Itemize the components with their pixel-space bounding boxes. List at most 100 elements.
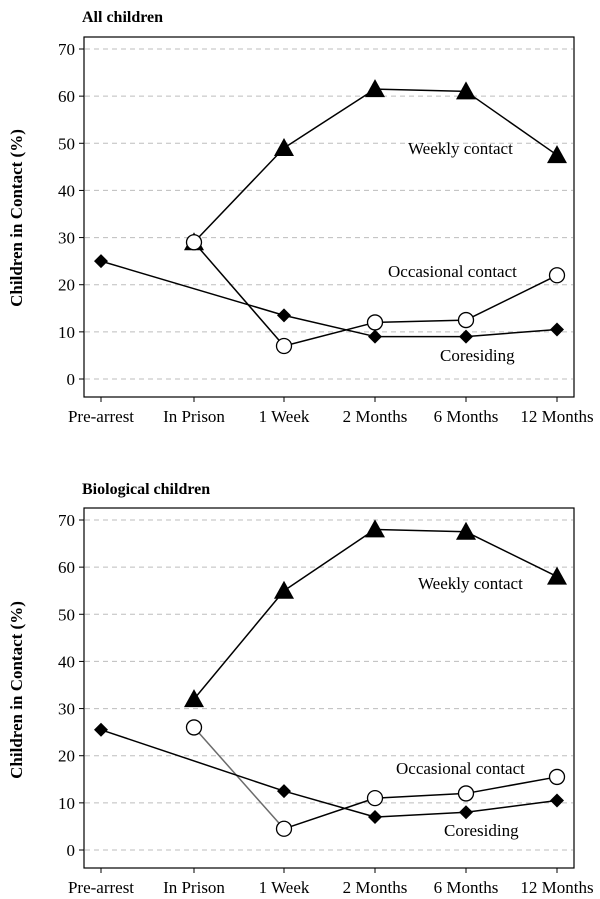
marker-weekly-contact [547, 566, 567, 585]
marker-occasional-contact [366, 314, 384, 331]
x-tick-label: 6 Months [434, 407, 499, 426]
series-line-occasional-contact [465, 776, 558, 795]
y-tick-label: 30 [58, 229, 75, 248]
series-line-coresiding [283, 790, 376, 818]
annotation-weekly-contact: Weekly contact [418, 574, 523, 593]
series-line-coresiding [465, 328, 558, 338]
series-lines [100, 528, 558, 830]
series-line-coresiding [283, 314, 376, 338]
series-line-coresiding [465, 799, 558, 814]
series-markers [94, 519, 567, 837]
annotation-coresiding: Coresiding [444, 821, 519, 840]
x-tick-label: 12 Months [520, 407, 593, 426]
marker-occasional-contact [185, 719, 203, 736]
series-line-coresiding [100, 729, 285, 792]
series-line-weekly-contact [283, 88, 376, 149]
y-tick-label: 70 [58, 40, 75, 59]
marker-weekly-contact [365, 79, 385, 98]
marker-coresiding [459, 805, 473, 820]
x-tick-label: 2 Months [343, 878, 408, 897]
marker-occasional-contact [366, 789, 384, 807]
series-line-weekly-contact [465, 531, 558, 578]
x-ticks: Pre-arrest In Prison 1 Week 2 Months 6 Month… [68, 868, 594, 897]
series-line-occasional-contact [193, 726, 285, 830]
y-tick-label: 50 [58, 134, 75, 153]
x-tick-label: 2 Months [343, 407, 408, 426]
y-tick-label: 0 [67, 370, 76, 389]
y-tick-label: 10 [58, 794, 75, 813]
marker-weekly-contact [184, 689, 204, 708]
series-markers [94, 79, 567, 355]
marker-occasional-contact [275, 337, 293, 355]
plot-frame [83, 507, 575, 869]
grid-lines [85, 48, 573, 380]
series-line-occasional-contact [283, 321, 376, 347]
marker-coresiding [368, 810, 382, 824]
marker-coresiding [368, 329, 382, 344]
y-tick-label: 40 [58, 652, 75, 671]
y-tick-label: 20 [58, 276, 75, 295]
panel-title: All children [82, 9, 163, 26]
y-tick-label: 70 [58, 511, 75, 530]
series-line-occasional-contact [193, 241, 285, 347]
y-tick-label: 10 [58, 323, 75, 342]
x-ticks: Pre-arrest In Prison 1 Week 2 Months 6 Month… [68, 397, 594, 426]
x-tick-label: Pre-arrest [68, 878, 134, 897]
series-line-occasional-contact [465, 274, 558, 321]
series-line-weekly-contact [193, 590, 285, 700]
x-tick-label: 12 Months [520, 878, 593, 897]
series-line-occasional-contact [283, 797, 376, 830]
marker-occasional-contact [275, 820, 293, 837]
marker-coresiding [277, 308, 291, 323]
marker-weekly-contact [456, 81, 476, 100]
marker-occasional-contact [185, 234, 203, 251]
x-tick-label: In Prison [163, 407, 225, 426]
panel-biological-children: Biological children Children in Contact … [7, 481, 594, 897]
y-ticks: 0 10 20 30 40 50 60 70 [58, 511, 84, 860]
series-line-weekly-contact [374, 88, 467, 93]
series-line-weekly-contact [193, 147, 285, 243]
grid-lines [85, 519, 573, 851]
series-line-weekly-contact [374, 528, 467, 533]
x-tick-label: Pre-arrest [68, 407, 134, 426]
y-tick-label: 60 [58, 87, 75, 106]
series-line-occasional-contact [374, 792, 467, 799]
x-tick-label: 1 Week [259, 878, 310, 897]
marker-weekly-contact [456, 521, 476, 540]
y-tick-label: 30 [58, 700, 75, 719]
marker-weekly-contact [274, 138, 294, 156]
y-tick-label: 50 [58, 605, 75, 624]
marker-coresiding [94, 254, 108, 269]
marker-coresiding [277, 784, 291, 799]
marker-occasional-contact [457, 311, 475, 329]
marker-weekly-contact [365, 519, 385, 538]
y-tick-label: 0 [67, 841, 76, 860]
series-lines [100, 88, 558, 347]
annotation-weekly-contact: Weekly contact [408, 139, 513, 158]
marker-weekly-contact [547, 145, 567, 164]
marker-occasional-contact [548, 768, 566, 786]
marker-coresiding [550, 322, 564, 337]
plot-frame [83, 36, 575, 398]
series-line-occasional-contact [374, 319, 467, 324]
y-axis-label: Children in Contact (%) [7, 129, 26, 307]
y-ticks: 0 10 20 30 40 50 60 70 [58, 40, 84, 389]
panel-title: Biological children [82, 481, 210, 498]
annotation-coresiding: Coresiding [440, 346, 515, 365]
y-tick-label: 60 [58, 558, 75, 577]
x-tick-label: 6 Months [434, 878, 499, 897]
marker-weekly-contact [274, 580, 294, 599]
annotation-occasional-contact: Occasional contact [396, 759, 525, 778]
marker-coresiding [550, 793, 564, 808]
annotation-occasional-contact: Occasional contact [388, 262, 517, 281]
y-axis-label: Children in Contact (%) [7, 601, 26, 779]
x-tick-label: 1 Week [259, 407, 310, 426]
series-line-coresiding [100, 260, 285, 317]
series-line-weekly-contact [465, 90, 558, 156]
marker-coresiding [94, 722, 108, 737]
x-tick-label: In Prison [163, 878, 225, 897]
series-line-weekly-contact [283, 528, 376, 592]
marker-occasional-contact [457, 785, 475, 802]
marker-occasional-contact [548, 267, 566, 284]
panel-all-children: All children Children in Contact (%) 0 10… [7, 9, 594, 426]
